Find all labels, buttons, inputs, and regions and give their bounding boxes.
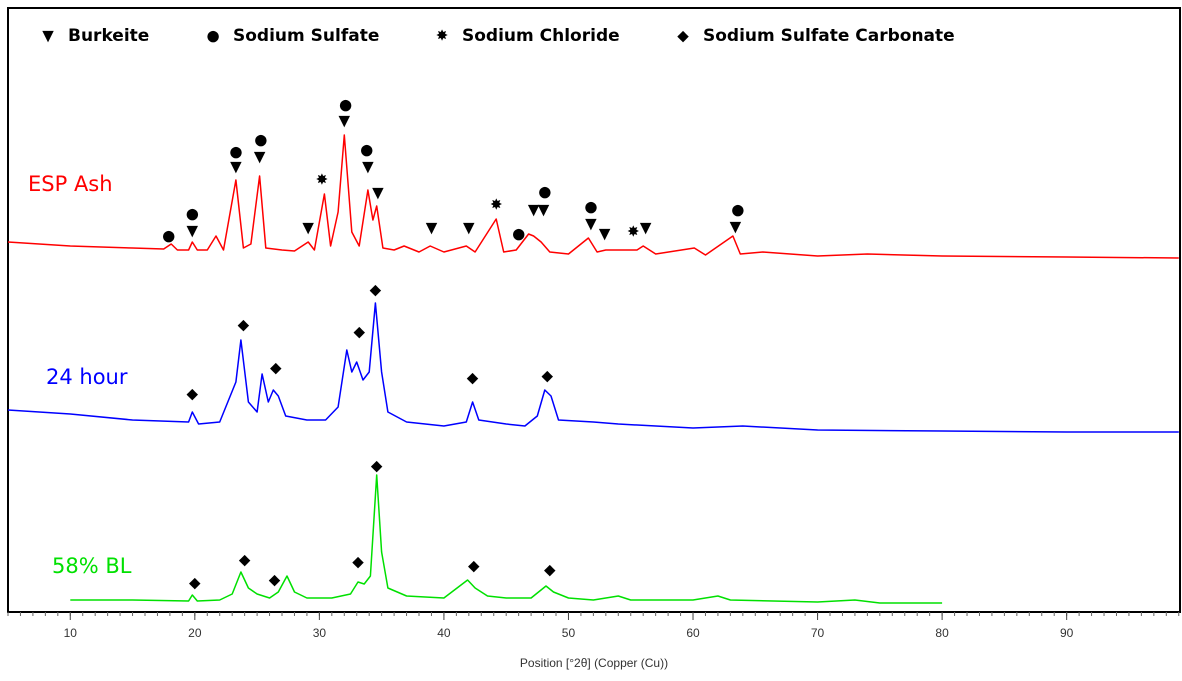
plot-frame	[7, 7, 1181, 613]
x-tick-label: 10	[64, 626, 78, 640]
peak-marker: ▼	[426, 219, 438, 237]
legend-symbol: ●	[206, 27, 219, 45]
peak-marker: ▼	[362, 158, 374, 176]
peak-marker: ◆	[370, 281, 382, 299]
spectrum-line	[70, 474, 943, 604]
x-tick-label: 20	[188, 626, 202, 640]
peak-marker: ▼	[302, 219, 314, 237]
spectrum-line	[7, 134, 1179, 259]
peak-marker: ▼	[187, 222, 199, 240]
peak-marker: ●	[360, 141, 373, 159]
spectrum-line	[7, 302, 1179, 433]
peak-marker: ▼	[230, 158, 242, 176]
peak-marker: ●	[538, 183, 551, 201]
x-tick-label: 50	[562, 626, 576, 640]
peak-marker: ▼	[585, 215, 597, 233]
peak-marker: ◆	[353, 323, 365, 341]
peak-marker: ▼	[254, 148, 266, 166]
peak-marker: ●	[162, 227, 175, 245]
peak-marker: ✸	[316, 171, 329, 189]
peak-marker: ●	[229, 143, 242, 161]
peak-marker: ◆	[238, 316, 250, 334]
legend-label: Burkeite	[68, 26, 149, 46]
series-label: 24 hour	[46, 365, 128, 389]
peak-marker: ◆	[189, 574, 201, 592]
peak-marker: ◆	[187, 385, 199, 403]
peak-marker: ▼	[730, 218, 742, 236]
x-tick-label: 30	[313, 626, 327, 640]
x-tick-label: 60	[686, 626, 700, 640]
peak-marker: ◆	[371, 457, 383, 475]
legend-label: Sodium Sulfate	[233, 26, 379, 46]
peak-marker: ▼	[538, 201, 550, 219]
x-tick-label: 80	[935, 626, 949, 640]
legend-label: Sodium Sulfate Carbonate	[703, 26, 955, 46]
series-label: ESP Ash	[28, 172, 113, 196]
legend-symbol: ▼	[42, 27, 54, 45]
peak-marker: ◆	[270, 359, 282, 377]
peak-marker: ▼	[372, 184, 384, 202]
peak-marker: ▼	[339, 112, 351, 130]
x-tick-label: 70	[811, 626, 825, 640]
peak-marker: ●	[339, 96, 352, 114]
peak-marker: ◆	[544, 561, 556, 579]
x-tick-label: 90	[1060, 626, 1074, 640]
peak-marker: ▼	[463, 219, 475, 237]
series-label: 58% BL	[52, 554, 132, 578]
peak-marker: ◆	[468, 557, 480, 575]
peak-marker: ◆	[352, 553, 364, 571]
legend-label: Sodium Chloride	[462, 26, 620, 46]
peak-marker: ●	[584, 198, 597, 216]
peak-marker: ●	[186, 205, 199, 223]
peak-marker: ▼	[599, 225, 611, 243]
peak-marker: ▼	[640, 219, 652, 237]
peak-marker: ◆	[467, 369, 479, 387]
peak-marker: ▼	[528, 201, 540, 219]
peak-marker: ●	[254, 131, 267, 149]
peak-marker: ●	[512, 225, 525, 243]
peak-marker: ●	[731, 201, 744, 219]
legend-symbol: ✸	[436, 27, 449, 45]
peak-marker: ✸	[490, 196, 503, 214]
peak-marker: ✸	[627, 223, 640, 241]
peak-marker: ◆	[269, 571, 281, 589]
x-axis-label: Position [°2θ] (Copper (Cu))	[520, 656, 668, 670]
legend-symbol: ◆	[677, 27, 689, 45]
peak-marker: ◆	[542, 367, 554, 385]
peak-marker: ◆	[239, 551, 251, 569]
x-tick-label: 40	[437, 626, 451, 640]
